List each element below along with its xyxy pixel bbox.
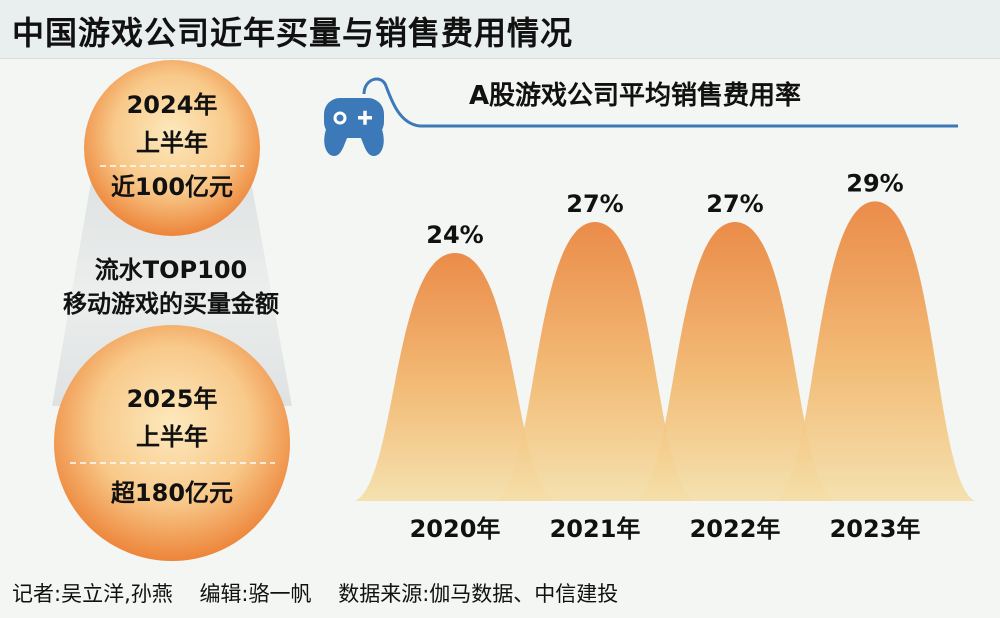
- data-label: 27%: [706, 190, 763, 218]
- footer: 记者:吴立洋,孙燕 编辑:骆一帆 数据来源:伽马数据、中信建投: [12, 578, 638, 608]
- top-circle-value: 近100亿元: [110, 173, 234, 201]
- chart: A股游戏公司平均销售费用率 24% 2020年 27% 2021年 27% 2022年 29…: [324, 77, 975, 543]
- bottom-circle-value: 超180亿元: [110, 479, 234, 507]
- top-circle: [84, 60, 260, 236]
- chart-title: A股游戏公司平均销售费用率: [469, 80, 801, 111]
- footer-source: 数据来源:伽马数据、中信建投: [338, 582, 619, 606]
- page-title: 中国游戏公司近年买量与销售费用情况: [12, 14, 574, 52]
- data-label: 24%: [426, 221, 483, 249]
- bar-2020年: [355, 253, 555, 501]
- x-tick-label: 2021年: [550, 515, 641, 543]
- x-tick-label: 2022年: [690, 515, 781, 543]
- middle-label-line1: 流水TOP100: [94, 256, 248, 284]
- x-tick-label: 2023年: [830, 515, 921, 543]
- top-circle-period: 上半年: [136, 129, 208, 157]
- game-controller-icon: [324, 77, 958, 156]
- middle-label-line2: 移动游戏的买量金额: [63, 290, 279, 318]
- bar-2022年: [635, 222, 835, 501]
- footer-editor: 编辑:骆一帆: [199, 582, 312, 606]
- bottom-circle-period: 上半年: [136, 423, 208, 451]
- footer-reporter: 记者:吴立洋,孙燕: [12, 582, 173, 606]
- bottom-circle-year: 2025年: [126, 385, 218, 413]
- bottom-circle: [54, 325, 290, 561]
- top-circle-year: 2024年: [126, 91, 218, 119]
- data-label: 27%: [566, 190, 623, 218]
- title-bar: 中国游戏公司近年买量与销售费用情况: [0, 0, 1000, 59]
- left-panel: [52, 60, 292, 561]
- x-tick-label: 2020年: [410, 515, 501, 543]
- bar-2023年: [775, 201, 975, 502]
- data-label: 29%: [846, 169, 903, 197]
- bar-2021年: [495, 222, 695, 501]
